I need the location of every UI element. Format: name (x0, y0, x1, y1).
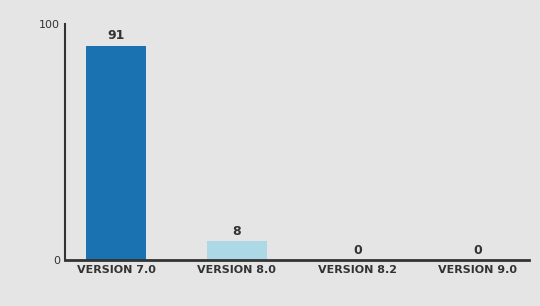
Text: 0: 0 (474, 244, 482, 256)
Bar (86, 46, 146, 260)
Text: 8: 8 (232, 225, 241, 238)
Text: 91: 91 (107, 29, 125, 42)
Text: 0: 0 (353, 244, 362, 256)
Bar (206, 241, 267, 260)
